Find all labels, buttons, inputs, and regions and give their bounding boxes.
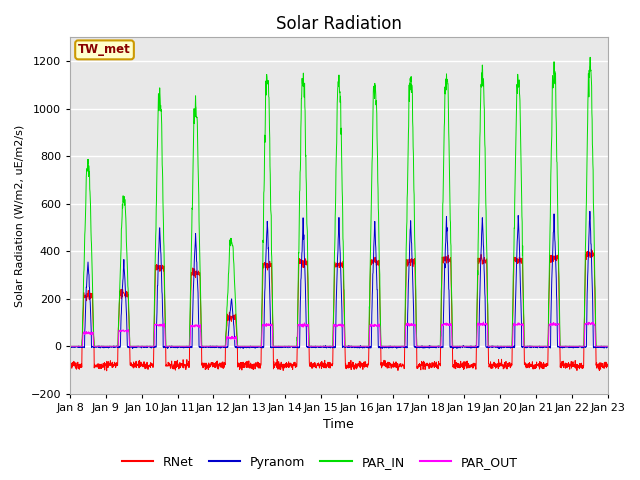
Pyranom	[67, 344, 74, 350]
PAR_IN	[556, 338, 564, 344]
Pyranom	[366, 345, 374, 350]
PAR_IN	[366, 280, 374, 286]
Pyranom	[355, 343, 362, 349]
PAR_OUT	[67, 343, 74, 349]
PAR_IN	[355, 343, 362, 349]
RNet	[366, 285, 374, 291]
Pyranom	[572, 344, 579, 350]
Line: RNet: RNet	[70, 249, 607, 371]
Pyranom	[556, 344, 564, 349]
PAR_OUT	[355, 343, 362, 349]
PAR_OUT	[366, 323, 374, 328]
PAR_IN	[216, 343, 224, 349]
PAR_OUT	[479, 319, 487, 325]
RNet	[67, 361, 74, 367]
Y-axis label: Solar Radiation (W/m2, uE/m2/s): Solar Radiation (W/m2, uE/m2/s)	[15, 124, 25, 307]
Pyranom	[216, 344, 224, 350]
RNet	[556, 364, 564, 370]
RNet	[604, 363, 611, 369]
RNet	[588, 246, 595, 252]
PAR_OUT	[604, 343, 611, 349]
Title: Solar Radiation: Solar Radiation	[276, 15, 402, 33]
PAR_OUT	[572, 343, 579, 349]
RNet	[216, 364, 224, 370]
RNet	[572, 358, 579, 363]
PAR_IN	[495, 343, 502, 349]
Text: TW_met: TW_met	[78, 43, 131, 56]
PAR_OUT	[556, 343, 564, 349]
PAR_IN	[604, 343, 611, 349]
Pyranom	[495, 345, 502, 351]
RNet	[355, 361, 362, 367]
PAR_IN	[586, 54, 594, 60]
Line: PAR_OUT: PAR_OUT	[70, 322, 607, 346]
Line: Pyranom: Pyranom	[70, 211, 607, 348]
Line: PAR_IN: PAR_IN	[70, 57, 607, 346]
PAR_OUT	[216, 343, 224, 349]
PAR_OUT	[495, 343, 503, 349]
PAR_IN	[67, 343, 74, 349]
Legend: RNet, Pyranom, PAR_IN, PAR_OUT: RNet, Pyranom, PAR_IN, PAR_OUT	[117, 451, 523, 474]
Pyranom	[604, 344, 611, 349]
RNet	[103, 368, 111, 374]
X-axis label: Time: Time	[323, 419, 354, 432]
Pyranom	[495, 346, 503, 351]
PAR_IN	[571, 343, 579, 349]
Pyranom	[586, 208, 594, 214]
RNet	[495, 361, 503, 367]
